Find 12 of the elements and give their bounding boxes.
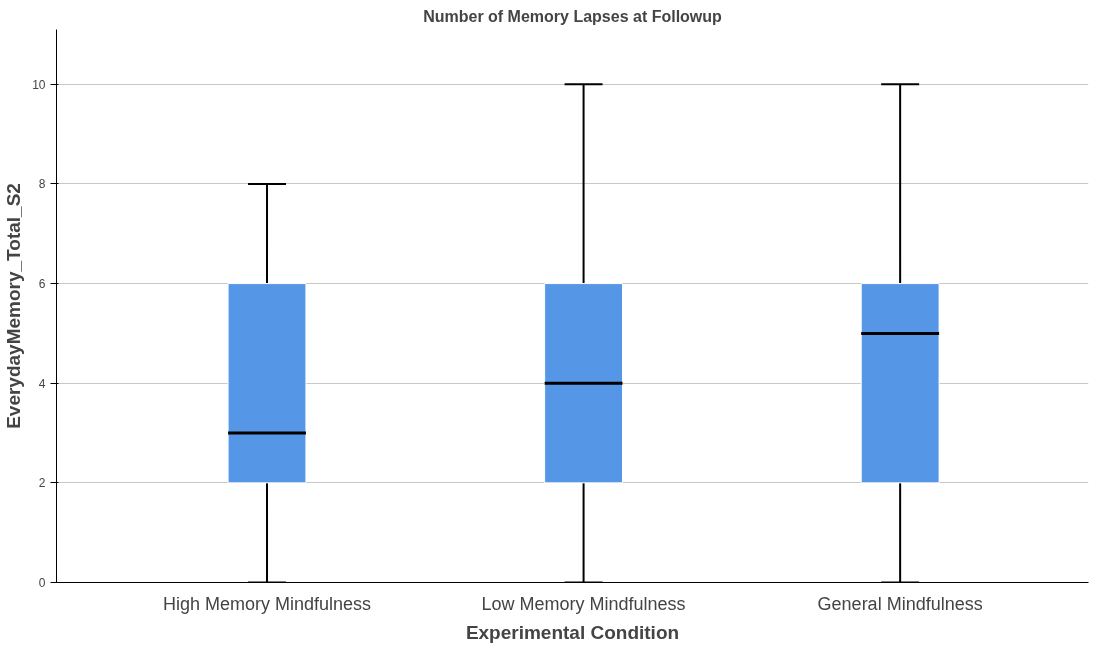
y-tick-label: 8: [38, 177, 46, 192]
y-tick-label: 10: [32, 77, 46, 92]
y-tick-label: 6: [38, 277, 46, 292]
y-tick-label: 0: [38, 576, 46, 590]
x-tick-label: High Memory Mindfulness: [162, 593, 372, 614]
y-tick-label: 2: [38, 476, 46, 491]
x-axis-title: Experimental Condition: [465, 621, 680, 643]
y-tick-label: 4: [38, 376, 46, 391]
x-tick-label: Low Memory Mindfulness: [481, 593, 686, 614]
chart-title: Number of Memory Lapses at Followup: [423, 7, 723, 25]
y-axis-title: EverydayMemory_Total_S2: [3, 183, 25, 429]
x-tick-label: General Mindfulness: [817, 593, 983, 614]
